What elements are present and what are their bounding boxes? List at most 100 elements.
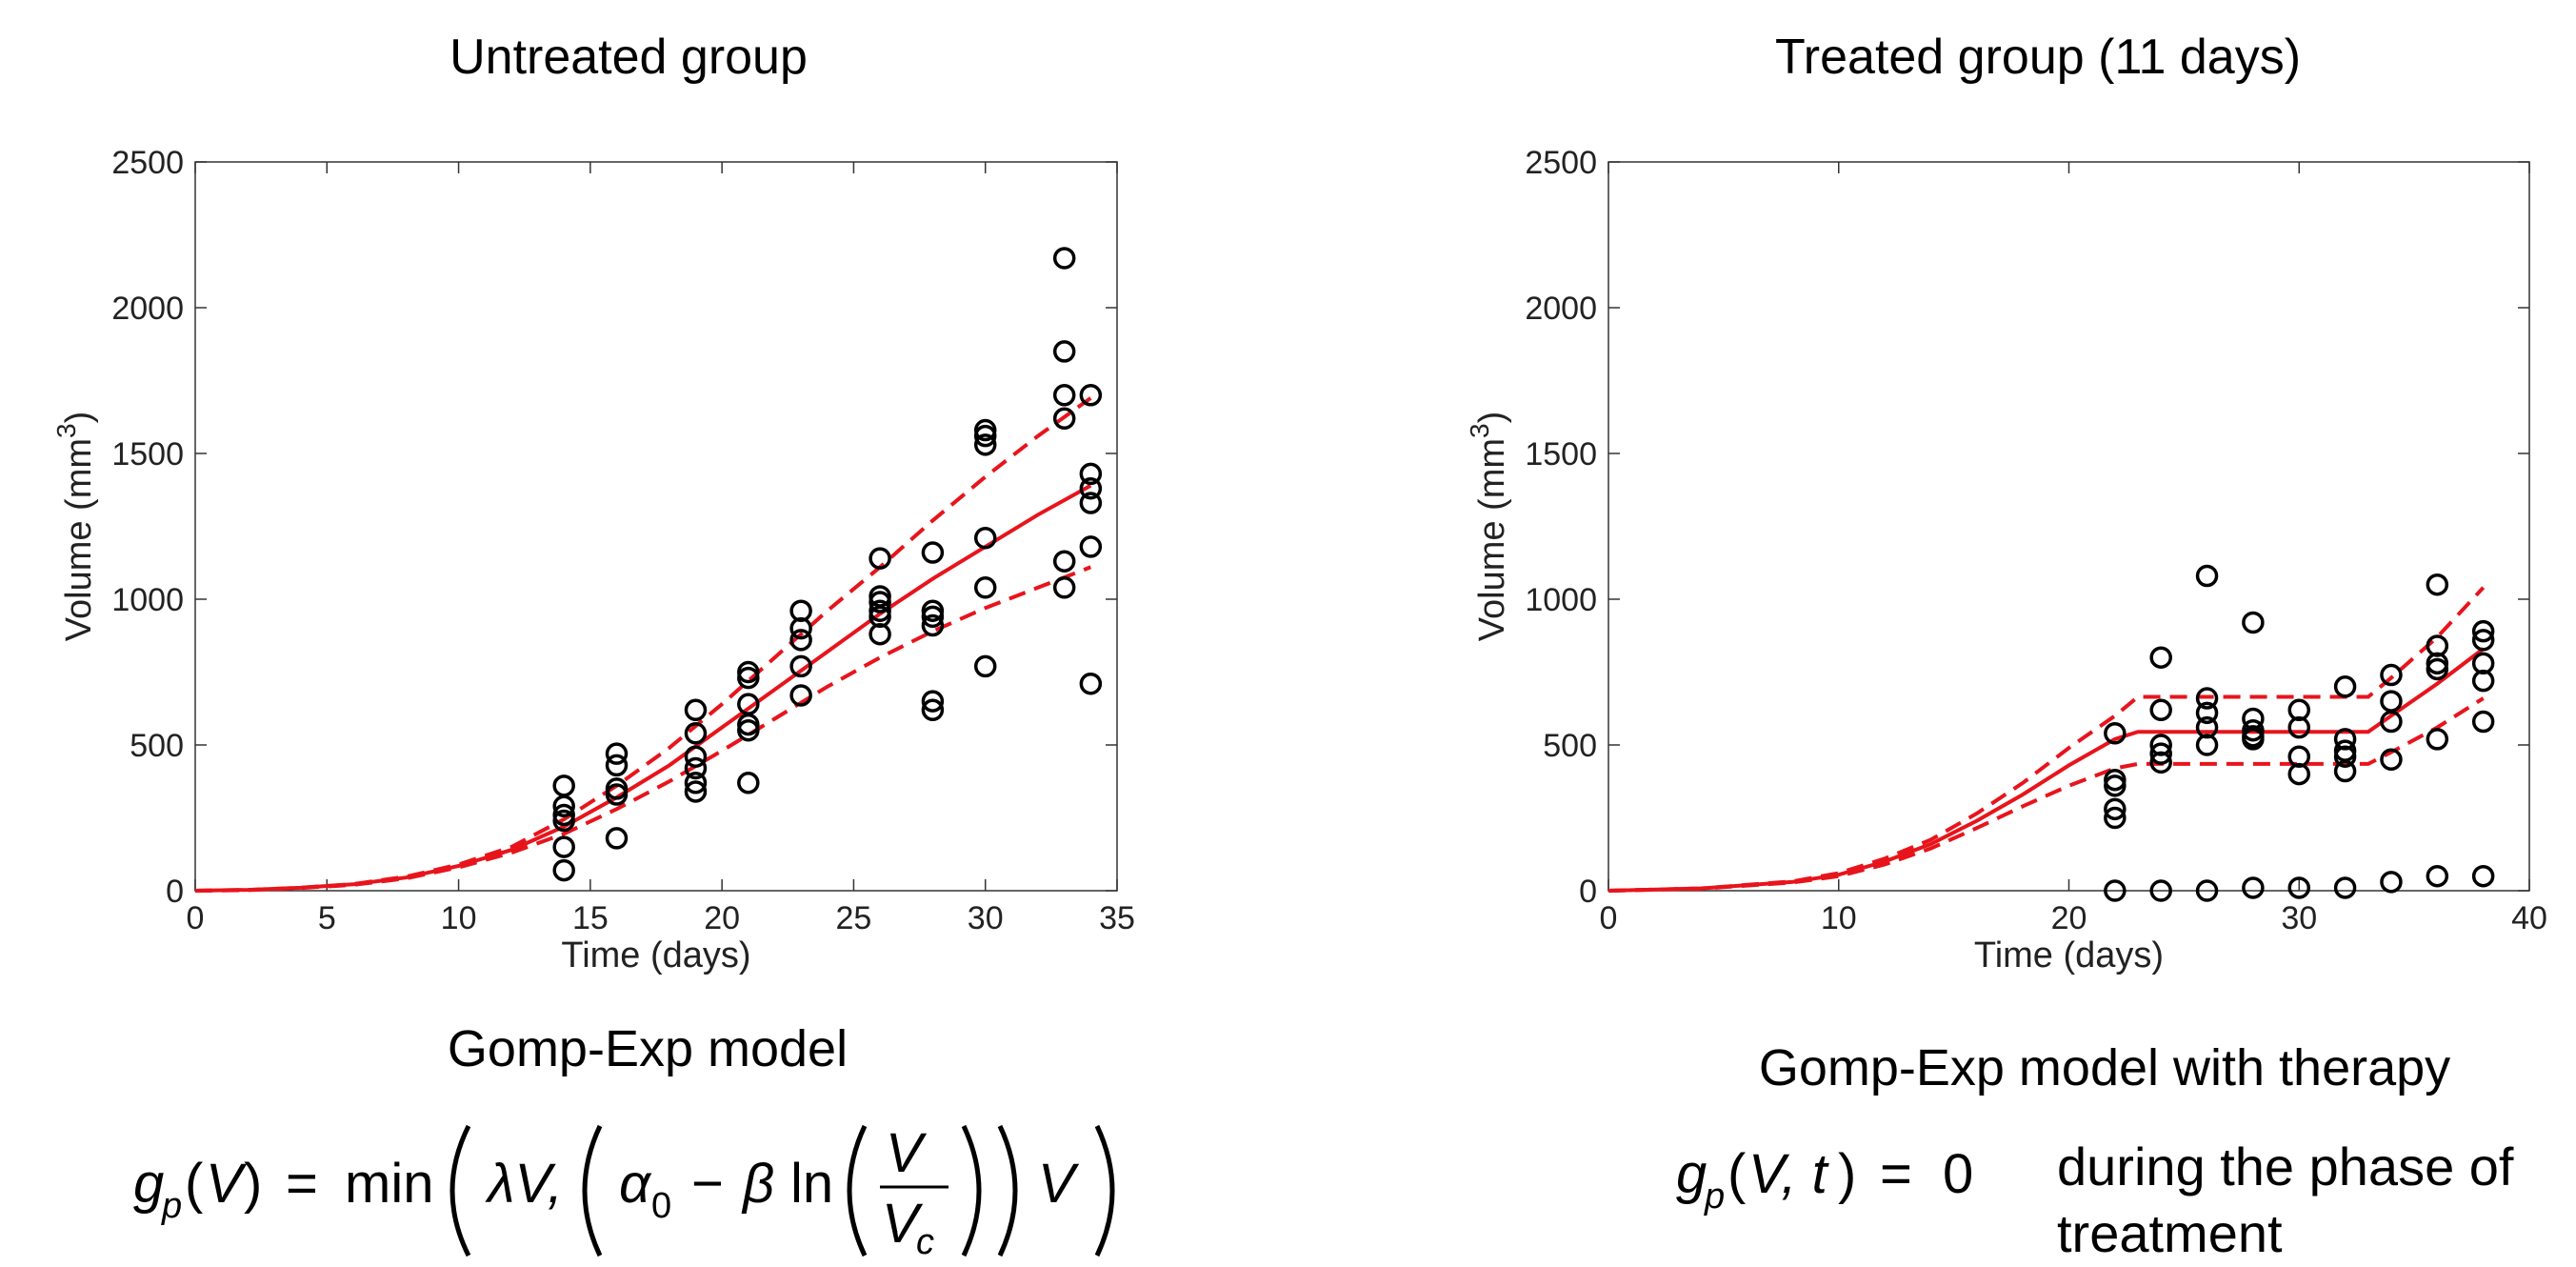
right-y-tick-label: 1500: [1525, 436, 1597, 473]
right-data-point: [2380, 748, 2403, 772]
left-data-point: [684, 745, 708, 768]
left-data-point: [1052, 550, 1076, 573]
left-data-point: [869, 547, 891, 570]
right-model-title: Gomp-Exp model with therapy: [1758, 1039, 2451, 1096]
left-x-tick-label: 10: [441, 900, 477, 936]
right-data-point: [2195, 564, 2219, 588]
right-data-point: [2104, 806, 2127, 830]
right-model-text-line1: during the phase of: [2057, 1136, 2514, 1197]
left-x-tick-label: 25: [836, 900, 872, 936]
right-data-point: [2471, 629, 2495, 652]
right-data-point: [2195, 687, 2219, 710]
right-plot-frame: [1608, 161, 2530, 892]
right-data-point: [2471, 619, 2495, 643]
right-data-point: [2471, 864, 2495, 888]
right-data-point: [2195, 701, 2219, 725]
right-data-point: [2149, 646, 2172, 669]
right-y-axis-label: Volume (mm3): [1465, 412, 1512, 642]
left-data-point: [789, 629, 812, 652]
left-data-point: [921, 541, 945, 564]
right-data-point: [2242, 728, 2265, 751]
right-confidence-line: [1608, 696, 2485, 893]
svg-text:g: g: [133, 1153, 164, 1215]
left-data-point: [605, 783, 629, 806]
left-data-point: [684, 756, 708, 780]
left-data-point: [1052, 407, 1076, 431]
right-data-point: [2471, 710, 2495, 734]
left-data-point: [684, 722, 708, 745]
left-chart: 0 5 10 15 20 25 30 35 0 500 1000 1500 2000 2500 Time (…: [51, 145, 1135, 975]
left-data-point: [552, 858, 575, 882]
left-data-point: [869, 591, 891, 613]
left-data-point: [973, 433, 997, 456]
left-data-point: [973, 654, 997, 678]
left-data-point: [1079, 384, 1103, 407]
left-x-tick-label: 0: [187, 900, 205, 936]
svg-text:=: =: [286, 1153, 318, 1215]
right-data-point: [2333, 745, 2357, 768]
left-data-point: [552, 794, 575, 818]
svg-text:ln: ln: [790, 1153, 833, 1215]
left-confidence-line: [194, 396, 1092, 893]
right-chart-title: Treated group (11 days): [1774, 30, 2302, 85]
left-data-point: [737, 772, 760, 794]
svg-text:(: (: [1727, 1143, 1746, 1205]
right-data-point: [2426, 657, 2449, 681]
left-data-point: [552, 774, 575, 797]
left-data-point: [737, 718, 760, 742]
left-data-point: [552, 809, 575, 833]
right-data-point: [2242, 611, 2265, 634]
left-data-point: [684, 698, 708, 722]
right-data-point: [2333, 759, 2357, 783]
right-data-point: [2380, 690, 2403, 713]
left-model-equation: g p ( V ) = min λV, α 0 − β ln V V c V: [133, 1122, 1115, 1259]
svg-text:V, t: V, t: [1748, 1143, 1830, 1205]
left-data-point: [869, 622, 891, 646]
right-data-point: [2380, 871, 2403, 894]
right-x-tick-label: 30: [2281, 900, 2317, 936]
right-data-point: [2104, 774, 2127, 797]
right-y-tick-label: 500: [1543, 728, 1597, 764]
left-data-point: [973, 576, 997, 599]
left-data-point: [1052, 340, 1076, 363]
left-y-axis-label: Volume (mm3): [51, 412, 99, 642]
left-x-axis-label: Time (days): [561, 935, 750, 975]
svg-text:λV,: λV,: [485, 1153, 563, 1215]
left-data-point: [1079, 462, 1103, 486]
left-data-point: [921, 698, 945, 722]
right-data-point: [2380, 663, 2403, 687]
right-model-text: during the phase of treatment: [2057, 1134, 2513, 1267]
right-data-point: [2471, 669, 2495, 693]
svg-text:V: V: [206, 1153, 248, 1215]
left-data-point: [737, 666, 760, 690]
right-data-point: [2426, 728, 2449, 751]
left-data-point: [1079, 672, 1103, 695]
right-data-point: [2104, 722, 2127, 745]
left-data-point: [973, 424, 997, 448]
left-data-point: [605, 827, 629, 850]
right-y-tick-label: 1000: [1525, 582, 1597, 618]
right-data-point: [2104, 879, 2127, 902]
left-x-tick-label: 30: [968, 900, 1004, 936]
left-data-point: [1079, 476, 1103, 500]
right-data-point: [2195, 879, 2219, 902]
svg-text:): ): [1838, 1143, 1856, 1205]
left-data-point: [789, 616, 812, 640]
right-data-point: [2333, 675, 2357, 698]
right-model-fit-line: [1608, 647, 2485, 893]
right-confidence-line: [1608, 586, 2486, 893]
svg-text:min: min: [345, 1153, 433, 1215]
svg-text:(: (: [185, 1153, 203, 1215]
right-x-tick-label: 0: [1600, 900, 1618, 936]
left-y-tick-label: 1000: [111, 582, 184, 618]
right-x-axis-label: Time (days): [1974, 935, 2164, 975]
left-x-tick-label: 35: [1099, 900, 1135, 936]
right-chart: 0 10 20 30 40 0 500 1000 1500 2000 2500 Time (days)…: [1465, 145, 2547, 975]
svg-text:p: p: [161, 1186, 182, 1226]
left-data-point: [605, 754, 629, 777]
right-data-point: [2149, 698, 2172, 722]
left-data-point: [1079, 535, 1103, 558]
right-data-point: [2149, 879, 2172, 902]
right-data-point: [2287, 762, 2310, 786]
svg-text:c: c: [916, 1222, 934, 1259]
